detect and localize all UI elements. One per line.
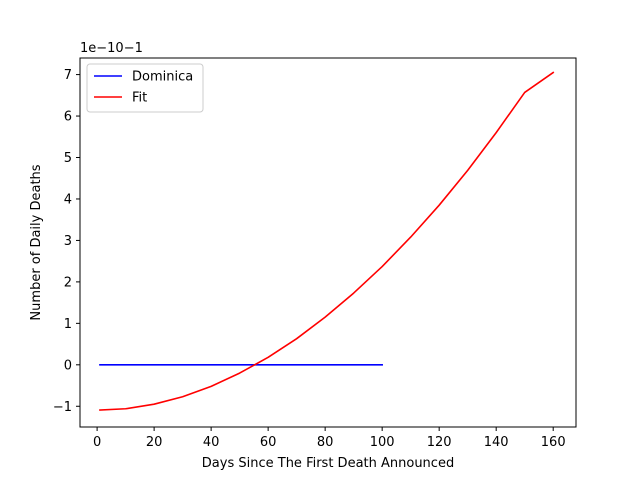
legend-label: Fit xyxy=(132,91,147,106)
x-tick-label: 20 xyxy=(146,435,163,450)
x-axis-label: Days Since The First Death Announced xyxy=(202,456,454,471)
y-tick-label: 2 xyxy=(64,275,72,290)
y-axis-label: Number of Daily Deaths xyxy=(29,164,44,320)
y-tick-label: 1 xyxy=(64,317,72,332)
axes-frame xyxy=(79,57,577,428)
y-axis-offset-text: 1e−10−1 xyxy=(80,41,143,56)
plot-area xyxy=(79,57,577,428)
x-tick-label: 0 xyxy=(93,435,101,450)
y-tick-label: 3 xyxy=(64,234,72,249)
series-line-fit xyxy=(99,71,555,411)
y-tick-label: −1 xyxy=(53,400,72,415)
x-tick-label: 120 xyxy=(427,435,452,450)
y-tick-label: 4 xyxy=(64,192,72,207)
x-axis-ticks: 0 20 40 60 80 100 120 140 160 xyxy=(93,427,566,450)
x-tick-label: 100 xyxy=(370,435,395,450)
legend-label: Dominica xyxy=(132,70,193,85)
x-tick-label: 40 xyxy=(203,435,220,450)
series-group xyxy=(99,71,555,411)
y-tick-label: 0 xyxy=(64,358,72,373)
y-axis-ticks: −1 0 1 2 3 4 5 6 7 xyxy=(53,68,80,415)
x-tick-label: 160 xyxy=(541,435,566,450)
y-tick-label: 5 xyxy=(64,151,72,166)
x-tick-label: 140 xyxy=(484,435,509,450)
x-tick-label: 60 xyxy=(260,435,277,450)
y-tick-label: 6 xyxy=(64,110,72,125)
x-tick-label: 80 xyxy=(317,435,334,450)
y-tick-label: 7 xyxy=(64,68,72,83)
legend: Dominica Fit xyxy=(86,63,204,113)
